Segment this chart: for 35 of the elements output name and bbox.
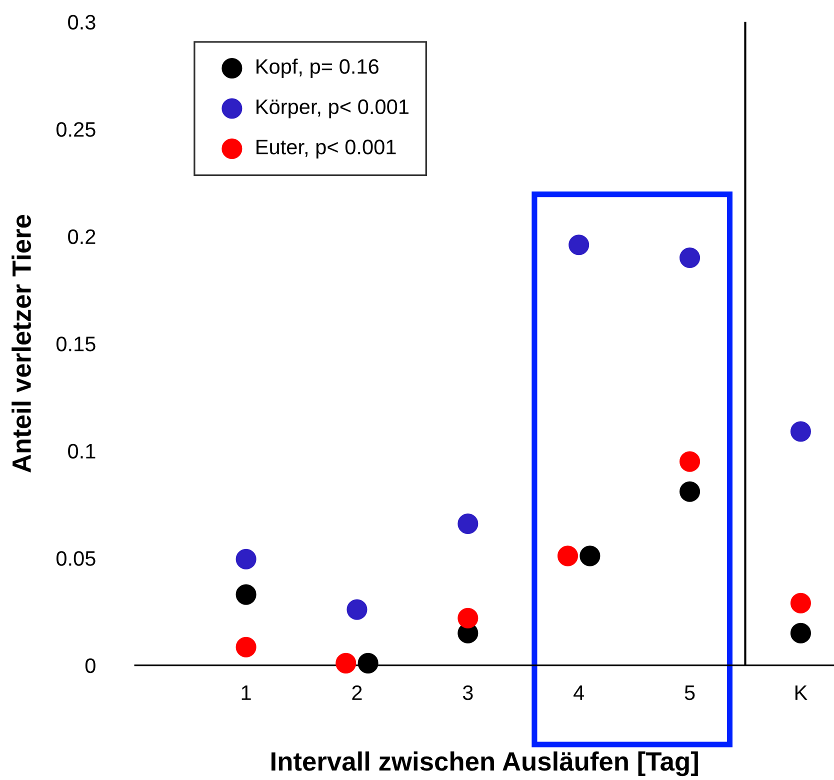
y-tick-label: 0.2 bbox=[68, 229, 96, 244]
x-tick-label: K bbox=[795, 686, 808, 700]
x-tick-label: 5 bbox=[684, 686, 695, 700]
point bbox=[790, 592, 811, 614]
x-tick-label: 3 bbox=[462, 685, 473, 700]
y-tick-label: 0.25 bbox=[56, 122, 96, 137]
legend-label: Körper, p< 0.001 bbox=[256, 99, 408, 118]
point bbox=[336, 652, 356, 674]
y-axis-title: Anteil verletzer Tiere bbox=[12, 214, 32, 472]
point bbox=[236, 548, 256, 570]
point bbox=[458, 514, 478, 534]
point bbox=[680, 451, 700, 472]
point bbox=[680, 481, 700, 502]
x-tick-label: 2 bbox=[352, 685, 362, 700]
y-tick-label: 0.3 bbox=[68, 14, 96, 30]
point bbox=[557, 546, 578, 566]
point bbox=[790, 622, 811, 644]
x-axis-title: Intervall zwischen Ausläufen [Tag] bbox=[272, 751, 698, 776]
legend-label: Euter, p< 0.001 bbox=[256, 140, 396, 159]
y-tick-label: 0.1 bbox=[68, 444, 96, 459]
legend-label: Kopf, p= 0.16 bbox=[256, 58, 378, 78]
point bbox=[580, 546, 600, 566]
point bbox=[458, 608, 478, 628]
point bbox=[346, 599, 368, 620]
x-tick-label: 4 bbox=[574, 686, 584, 700]
y-tick-label: 0.05 bbox=[56, 551, 96, 566]
y-tick-label: 0 bbox=[85, 658, 96, 674]
point bbox=[236, 636, 256, 658]
point bbox=[790, 421, 811, 442]
x-tick-label: 1 bbox=[242, 686, 251, 700]
y-tick-label: 0.15 bbox=[56, 336, 96, 352]
point bbox=[568, 234, 590, 256]
point bbox=[236, 584, 256, 605]
point bbox=[358, 652, 378, 674]
point bbox=[680, 248, 700, 268]
